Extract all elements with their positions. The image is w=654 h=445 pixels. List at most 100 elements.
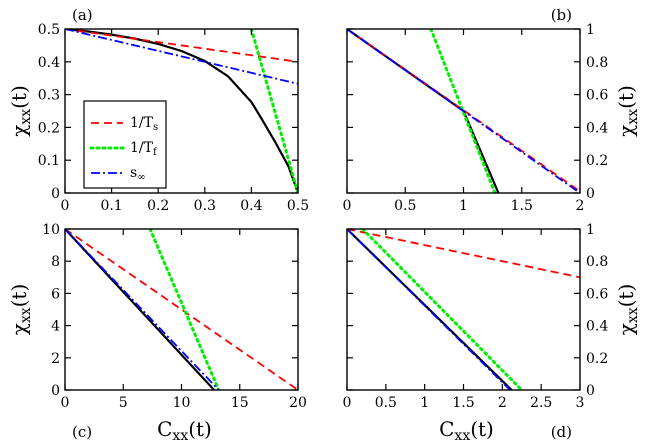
x-tick-label: 1.5 — [452, 395, 474, 411]
legend-entry-sub: s — [153, 122, 158, 133]
y-axis-label-sub: xx — [18, 109, 34, 125]
x-tick-label: 0.1 — [100, 198, 122, 214]
series-line-1-t-f — [148, 229, 221, 390]
x-axis-label: Cxx(t) — [439, 417, 494, 444]
x-tick-label: 0.2 — [147, 198, 169, 214]
y-tick-label: 0.2 — [38, 120, 60, 136]
y-axis-label-sub: xx — [625, 307, 641, 323]
legend-entry-main: s — [130, 165, 137, 181]
x-axis-label-tail: (t) — [470, 417, 494, 441]
y-tick-label: 0 — [586, 186, 595, 202]
y-tick-label: 0.4 — [586, 120, 608, 136]
series-line-1-t-f — [361, 229, 524, 390]
x-tick-label: 0.4 — [240, 198, 262, 214]
y-tick-label: 0 — [51, 186, 60, 202]
y-axis-label-main: χ — [7, 125, 31, 137]
x-tick-label: 2 — [498, 395, 507, 411]
x-tick-label: 3 — [576, 395, 585, 411]
y-tick-label: 1 — [586, 222, 595, 238]
y-tick-label: 10 — [42, 222, 60, 238]
legend-entry-main: 1/T — [130, 115, 154, 131]
panel-label: (c) — [72, 423, 92, 441]
series-line-s-inf — [65, 29, 298, 85]
y-tick-label: 0.8 — [586, 55, 608, 71]
y-axis-label-main: χ — [7, 323, 31, 335]
panel-label: (b) — [551, 6, 572, 24]
series-line-s-inf — [347, 229, 511, 390]
y-tick-label: 0.4 — [38, 55, 60, 71]
x-tick-label: 0.3 — [194, 198, 216, 214]
y-axis-label: χxx(t) — [614, 284, 641, 336]
x-axis-label-main: C — [157, 417, 172, 441]
y-tick-label: 1 — [586, 22, 595, 38]
y-tick-label: 0.2 — [586, 351, 608, 367]
series-line-1-t-s — [347, 229, 580, 279]
y-tick-label: 0.6 — [586, 286, 608, 302]
legend-entry-label: 1/Ts — [130, 115, 158, 133]
x-tick-label: 0.5 — [287, 198, 309, 214]
panel-a: 0 0.1 0.2 0.3 0.4 0.5 0 0.1 0.2 0.3 0.4 0.5 χxx(t) (a… — [7, 6, 309, 214]
y-axis-label-main: χ — [614, 323, 638, 335]
y-tick-label: 0 — [51, 383, 60, 399]
y-tick-label: 8 — [51, 254, 60, 270]
y-axis-label-tail: (t) — [7, 284, 31, 308]
x-axis-label-sub: xx — [454, 428, 470, 444]
panel-label: (a) — [72, 6, 93, 24]
y-axis-label-sub: xx — [625, 109, 641, 125]
series-line-1-t-f — [249, 29, 298, 193]
y-tick-label: 2 — [51, 351, 60, 367]
x-tick-label: 20 — [289, 395, 307, 411]
y-tick-label: 0.8 — [586, 254, 608, 270]
y-axis-label-tail: (t) — [614, 85, 638, 109]
x-tick-label: 5 — [119, 395, 128, 411]
panel-label: (d) — [551, 423, 572, 441]
y-tick-label: 4 — [51, 319, 60, 335]
x-axis-label-tail: (t) — [188, 417, 212, 441]
legend-box — [83, 100, 167, 189]
legend-entry-sub: ∞ — [137, 172, 145, 183]
x-tick-label: 15 — [231, 395, 249, 411]
x-tick-label: 2.5 — [530, 395, 552, 411]
y-tick-label: 0.4 — [586, 319, 608, 335]
x-tick-label: 0.5 — [394, 198, 416, 214]
x-axis-label: Cxx(t) — [157, 417, 212, 444]
legend-entry-label: 1/Tf — [130, 140, 158, 158]
series-line-s-inf — [65, 229, 220, 390]
y-tick-label: 0.3 — [38, 88, 60, 104]
x-tick-label: 0 — [343, 395, 352, 411]
y-tick-label: 0.5 — [38, 22, 60, 38]
legend-entry-label: s∞ — [130, 165, 146, 183]
x-tick-label: 0 — [343, 198, 352, 214]
x-axis-label-sub: xx — [172, 428, 188, 444]
series-line-data — [65, 229, 215, 390]
y-axis-label: χxx(t) — [7, 284, 34, 336]
series-line-data — [347, 29, 500, 193]
y-tick-label: 0 — [586, 383, 595, 399]
x-axis-label-main: C — [439, 417, 454, 441]
series-line-1-t-s — [347, 29, 580, 193]
plot-frame — [64, 28, 299, 194]
x-tick-label: 0 — [61, 198, 70, 214]
y-tick-label: 0.2 — [586, 153, 608, 169]
legend-entry-main: 1/T — [130, 140, 154, 156]
y-tick-label: 6 — [51, 286, 60, 302]
x-tick-label: 1.5 — [511, 198, 533, 214]
x-tick-label: 2 — [576, 198, 585, 214]
series-line-1-t-s — [65, 29, 298, 63]
series-line-s-inf — [347, 29, 580, 193]
series-line-1-t-s — [65, 229, 298, 390]
y-axis-label-main: χ — [614, 125, 638, 137]
y-axis-label: χxx(t) — [7, 85, 34, 137]
y-tick-label: 0.6 — [586, 88, 608, 104]
y-axis-label-tail: (t) — [7, 85, 31, 109]
legend-entry-sub: f — [153, 147, 158, 158]
x-tick-label: 0 — [61, 395, 70, 411]
x-tick-label: 1 — [420, 395, 429, 411]
x-tick-label: 10 — [173, 395, 191, 411]
panel-d: 0 0.5 1 1.5 2 2.5 300.20.40.60.81χxx(t)Cxx(t)(… — [343, 222, 642, 444]
y-axis-label: χxx(t) — [614, 85, 641, 137]
y-axis-label-tail: (t) — [614, 284, 638, 308]
y-tick-label: 0.1 — [38, 153, 60, 169]
